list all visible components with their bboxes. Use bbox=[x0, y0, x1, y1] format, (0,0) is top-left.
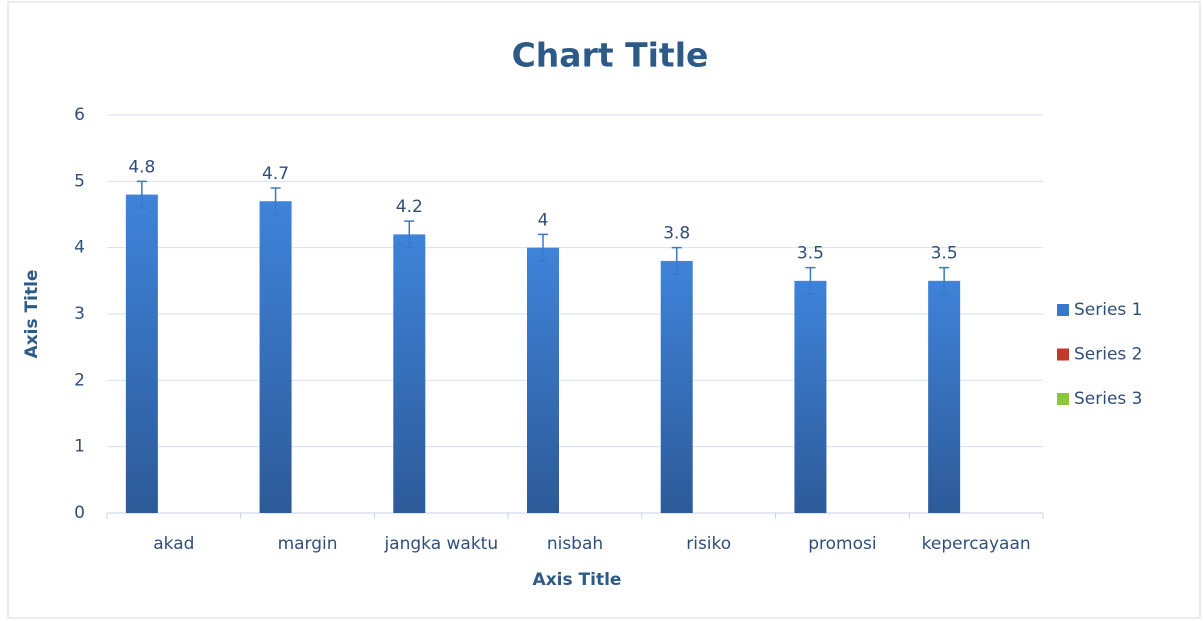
x-tick-label: promosi bbox=[808, 534, 876, 554]
error-bar bbox=[805, 266, 816, 295]
y-tick-label: 2 bbox=[74, 370, 85, 390]
y-axis-title: Axis Title bbox=[22, 270, 42, 359]
error-bar bbox=[270, 187, 281, 216]
y-tick-label: 5 bbox=[74, 171, 85, 191]
error-bar bbox=[671, 246, 682, 275]
bar bbox=[259, 201, 292, 513]
data-label: 4.7 bbox=[262, 164, 289, 184]
legend-swatch bbox=[1057, 348, 1069, 361]
chart-title: Chart Title bbox=[512, 36, 709, 75]
x-tick-label: risiko bbox=[686, 534, 731, 554]
chart-frame bbox=[7, 1, 1201, 619]
data-label: 4 bbox=[538, 210, 549, 230]
data-label: 3.8 bbox=[663, 224, 690, 244]
y-tick-label: 0 bbox=[74, 503, 85, 523]
error-bar bbox=[404, 220, 415, 249]
y-tick-label: 1 bbox=[74, 437, 85, 457]
y-tick-label: 3 bbox=[74, 304, 85, 324]
data-label: 4.8 bbox=[128, 157, 155, 177]
data-label: 4.2 bbox=[396, 197, 423, 217]
x-tick-label: margin bbox=[278, 534, 338, 554]
x-tick-label: kepercayaan bbox=[922, 534, 1031, 554]
error-bar bbox=[538, 233, 548, 262]
x-tick-label: nisbah bbox=[547, 534, 603, 554]
bar bbox=[393, 234, 426, 513]
x-tick-label: akad bbox=[153, 534, 194, 554]
legend-label: Series 3 bbox=[1074, 389, 1143, 409]
bar bbox=[794, 280, 827, 513]
bar bbox=[928, 280, 961, 513]
x-axis-title: Axis Title bbox=[533, 570, 622, 590]
y-tick-label: 4 bbox=[74, 238, 85, 258]
x-tick-label: jangka waktu bbox=[383, 534, 498, 554]
y-tick-label: 6 bbox=[74, 105, 85, 125]
legend-swatch bbox=[1057, 304, 1069, 316]
legend-swatch bbox=[1057, 393, 1069, 405]
legend-label: Series 1 bbox=[1074, 300, 1143, 320]
bar bbox=[527, 247, 559, 513]
data-label: 3.5 bbox=[931, 244, 958, 264]
data-label: 3.5 bbox=[797, 244, 824, 264]
bar bbox=[125, 194, 158, 513]
error-bar bbox=[939, 266, 950, 295]
bar bbox=[660, 260, 693, 513]
legend-label: Series 2 bbox=[1074, 345, 1143, 365]
error-bar bbox=[136, 180, 147, 209]
